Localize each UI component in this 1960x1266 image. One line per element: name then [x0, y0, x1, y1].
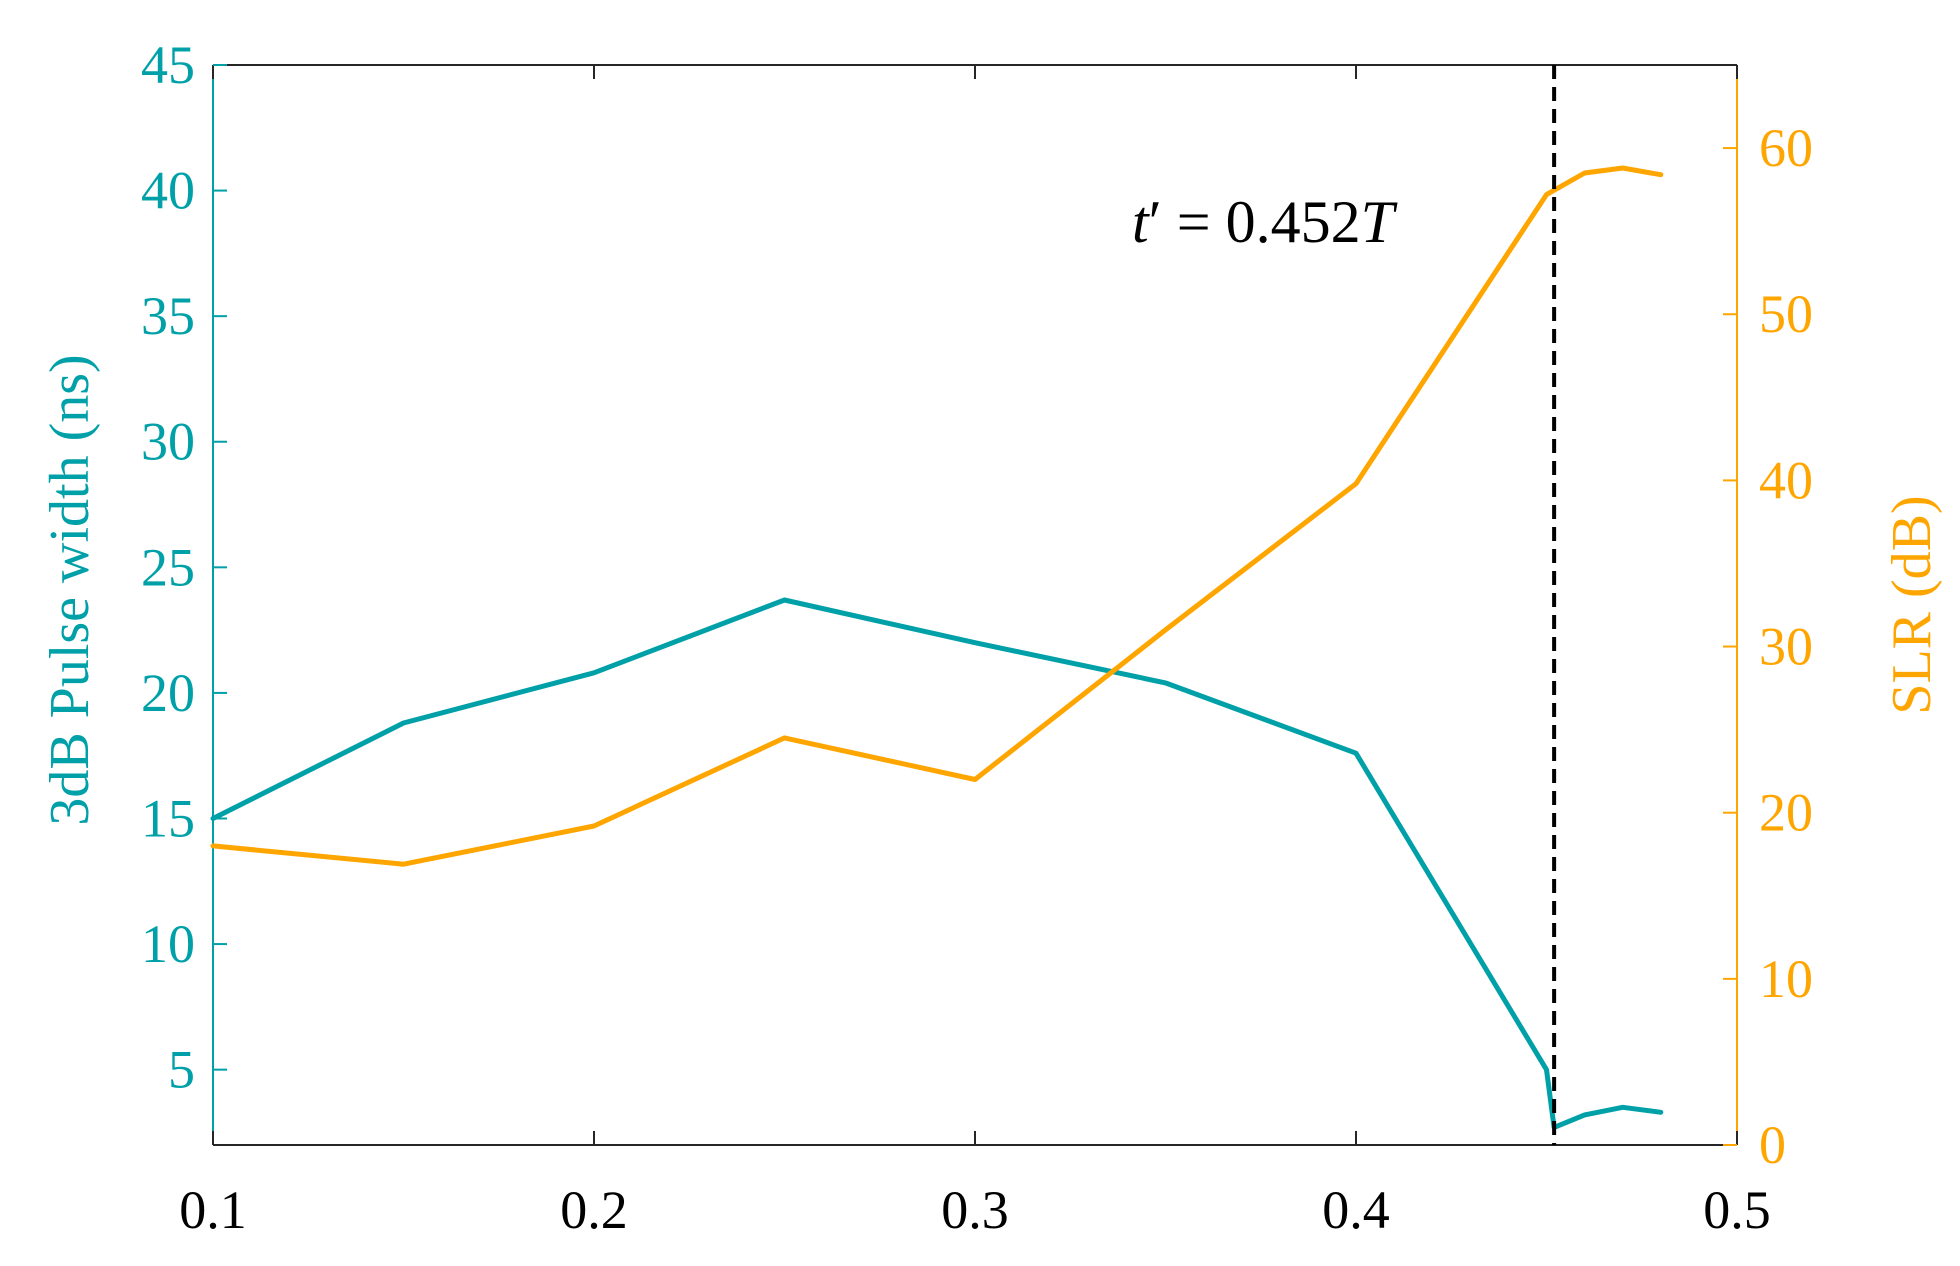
annotation-prefix: t: [1132, 189, 1150, 255]
series-line-pulse-width: [210, 597, 1664, 1130]
y-axis-left: 5 10 15 20 25 30 35 40 45: [141, 35, 227, 1100]
series-group: [210, 165, 1664, 1130]
y-axis-right: 0 10 20 30 40 50 60: [1723, 118, 1813, 1175]
y-axis-left-label: 3dB Pulse width (ns): [39, 354, 101, 825]
x-tick-label: 0.2: [560, 1180, 628, 1240]
annotation-prime: ′: [1149, 189, 1162, 255]
series-line-slr: [210, 165, 1664, 867]
y-axis-right-label: SLR (dB): [1881, 495, 1943, 714]
x-tick-label: 0.4: [1322, 1180, 1390, 1240]
y-right-tick-label: 50: [1759, 284, 1813, 344]
y-right-tick-label: 0: [1759, 1115, 1786, 1175]
y-right-tick-label: 20: [1759, 783, 1813, 843]
annotation-equals: = 0.452: [1162, 189, 1361, 255]
y-right-tick-label: 40: [1759, 450, 1813, 510]
y-left-tick-label: 5: [168, 1040, 195, 1100]
x-tick-label: 0.3: [941, 1180, 1009, 1240]
y-right-tick-label: 60: [1759, 118, 1813, 178]
annotation-label: t′ = 0.452T: [1132, 189, 1398, 255]
x-tick-label: 0.5: [1703, 1180, 1771, 1240]
x-tick-label: 0.1: [179, 1180, 247, 1240]
y-left-tick-label: 10: [141, 914, 195, 974]
y-left-tick-label: 40: [141, 161, 195, 221]
y-left-tick-label: 25: [141, 537, 195, 597]
y-right-tick-label: 10: [1759, 949, 1813, 1009]
y-left-tick-label: 30: [141, 412, 195, 472]
y-right-tick-label: 30: [1759, 617, 1813, 677]
y-left-tick-label: 15: [141, 788, 195, 848]
axes-frame: [212, 64, 1738, 1146]
y-left-tick-label: 45: [141, 35, 195, 95]
y-left-tick-label: 20: [141, 663, 195, 723]
y-left-tick-label: 35: [141, 286, 195, 346]
annotation-suffix: T: [1361, 189, 1398, 255]
x-axis: 0.1 0.2 0.3 0.4 0.5: [179, 65, 1771, 1240]
